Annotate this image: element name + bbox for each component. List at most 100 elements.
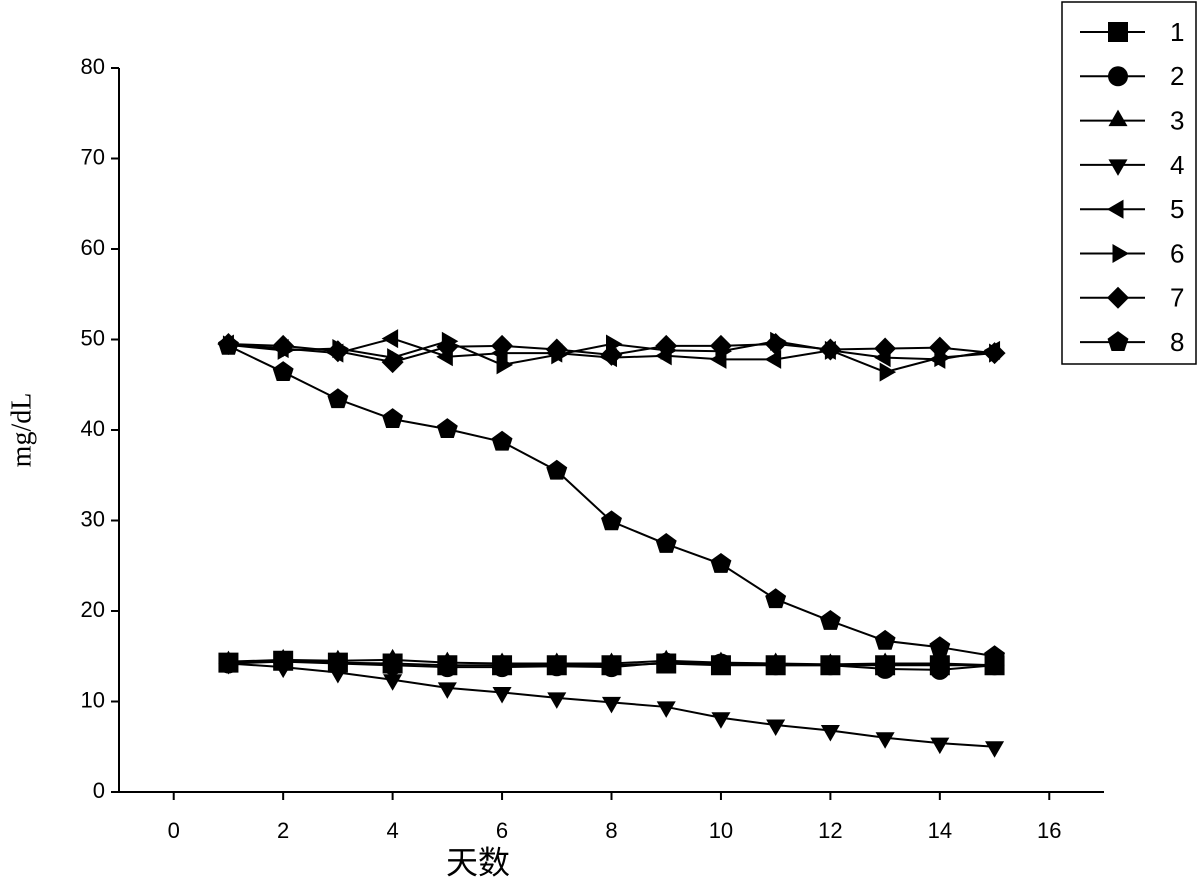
marker	[656, 701, 676, 718]
legend-marker	[1108, 159, 1128, 176]
x-tick-label: 12	[818, 818, 842, 843]
legend-marker	[1107, 199, 1124, 219]
legend-label: 8	[1170, 327, 1184, 357]
marker	[930, 737, 950, 755]
marker	[492, 686, 512, 704]
marker	[328, 667, 348, 684]
marker	[710, 552, 732, 573]
legend-label: 5	[1170, 194, 1184, 224]
marker	[928, 336, 951, 359]
marker	[601, 696, 622, 714]
x-tick-label: 16	[1037, 818, 1061, 843]
x-tick-label: 10	[709, 818, 733, 843]
marker	[436, 418, 458, 438]
marker	[491, 430, 513, 451]
marker	[929, 636, 951, 657]
y-tick-label: 40	[81, 416, 105, 441]
marker	[381, 351, 404, 374]
marker	[496, 355, 514, 375]
marker	[383, 648, 403, 666]
marker	[272, 361, 294, 381]
legend-label: 4	[1170, 150, 1184, 180]
marker	[273, 661, 293, 679]
marker	[879, 362, 897, 382]
legend-marker	[1107, 331, 1129, 351]
marker	[326, 340, 349, 363]
marker	[709, 334, 732, 357]
y-tick-label: 10	[81, 687, 105, 712]
y-tick-label: 80	[81, 54, 105, 79]
marker	[327, 388, 349, 409]
marker	[764, 349, 782, 369]
marker	[655, 533, 677, 553]
marker	[875, 652, 895, 669]
legend-label: 3	[1170, 105, 1184, 135]
marker	[491, 334, 514, 357]
legend-marker	[1108, 22, 1128, 42]
legend-label: 2	[1170, 61, 1184, 91]
marker	[381, 329, 399, 349]
x-tick-label: 8	[605, 818, 617, 843]
y-tick-label: 60	[81, 235, 105, 260]
marker	[656, 649, 676, 667]
marker	[819, 338, 842, 361]
marker	[328, 649, 348, 667]
marker	[820, 653, 840, 670]
marker	[819, 609, 841, 630]
y-axis-label: mg/dL	[6, 393, 37, 468]
x-tick-label: 2	[277, 818, 289, 843]
marker	[273, 648, 293, 666]
legend-label: 1	[1170, 17, 1184, 47]
marker	[875, 732, 895, 749]
marker	[765, 588, 787, 609]
y-tick-label: 50	[81, 325, 105, 350]
marker	[437, 682, 457, 699]
legend-label: 7	[1170, 283, 1184, 313]
legend-box	[1061, 1, 1197, 365]
legend-label: 6	[1170, 238, 1184, 268]
y-tick-label: 30	[81, 506, 105, 531]
marker	[766, 652, 786, 669]
marker	[218, 657, 238, 675]
y-tick-label: 70	[81, 144, 105, 169]
marker	[655, 334, 678, 357]
marker	[492, 652, 512, 669]
marker	[711, 651, 731, 669]
marker	[436, 335, 459, 358]
marker	[874, 629, 896, 650]
plot-area	[119, 68, 1104, 792]
marker	[764, 333, 787, 356]
y-tick-label: 0	[93, 778, 105, 803]
marker	[766, 719, 786, 737]
legend-marker	[1107, 286, 1129, 309]
marker	[820, 724, 840, 742]
y-tick-label: 20	[81, 597, 105, 622]
marker	[601, 510, 622, 531]
legend-marker	[1108, 109, 1128, 127]
marker	[711, 712, 731, 729]
legend-marker	[1112, 243, 1129, 264]
marker	[545, 338, 568, 361]
marker	[547, 692, 567, 709]
marker	[272, 334, 295, 357]
marker	[601, 652, 622, 669]
x-tick-label: 14	[928, 818, 952, 843]
marker	[983, 342, 1006, 365]
x-axis-label: 天数	[446, 844, 510, 880]
marker	[217, 334, 239, 355]
marker	[985, 741, 1005, 758]
marker	[546, 459, 568, 480]
legend-marker	[1108, 66, 1128, 87]
marker	[383, 674, 403, 691]
x-tick-label: 6	[496, 818, 508, 843]
marker	[930, 652, 950, 669]
x-tick-label: 0	[168, 818, 180, 843]
marker	[382, 408, 404, 429]
marker	[984, 645, 1006, 666]
marker	[547, 652, 567, 669]
marker	[437, 651, 457, 669]
marker	[600, 343, 623, 366]
marker	[874, 337, 897, 360]
